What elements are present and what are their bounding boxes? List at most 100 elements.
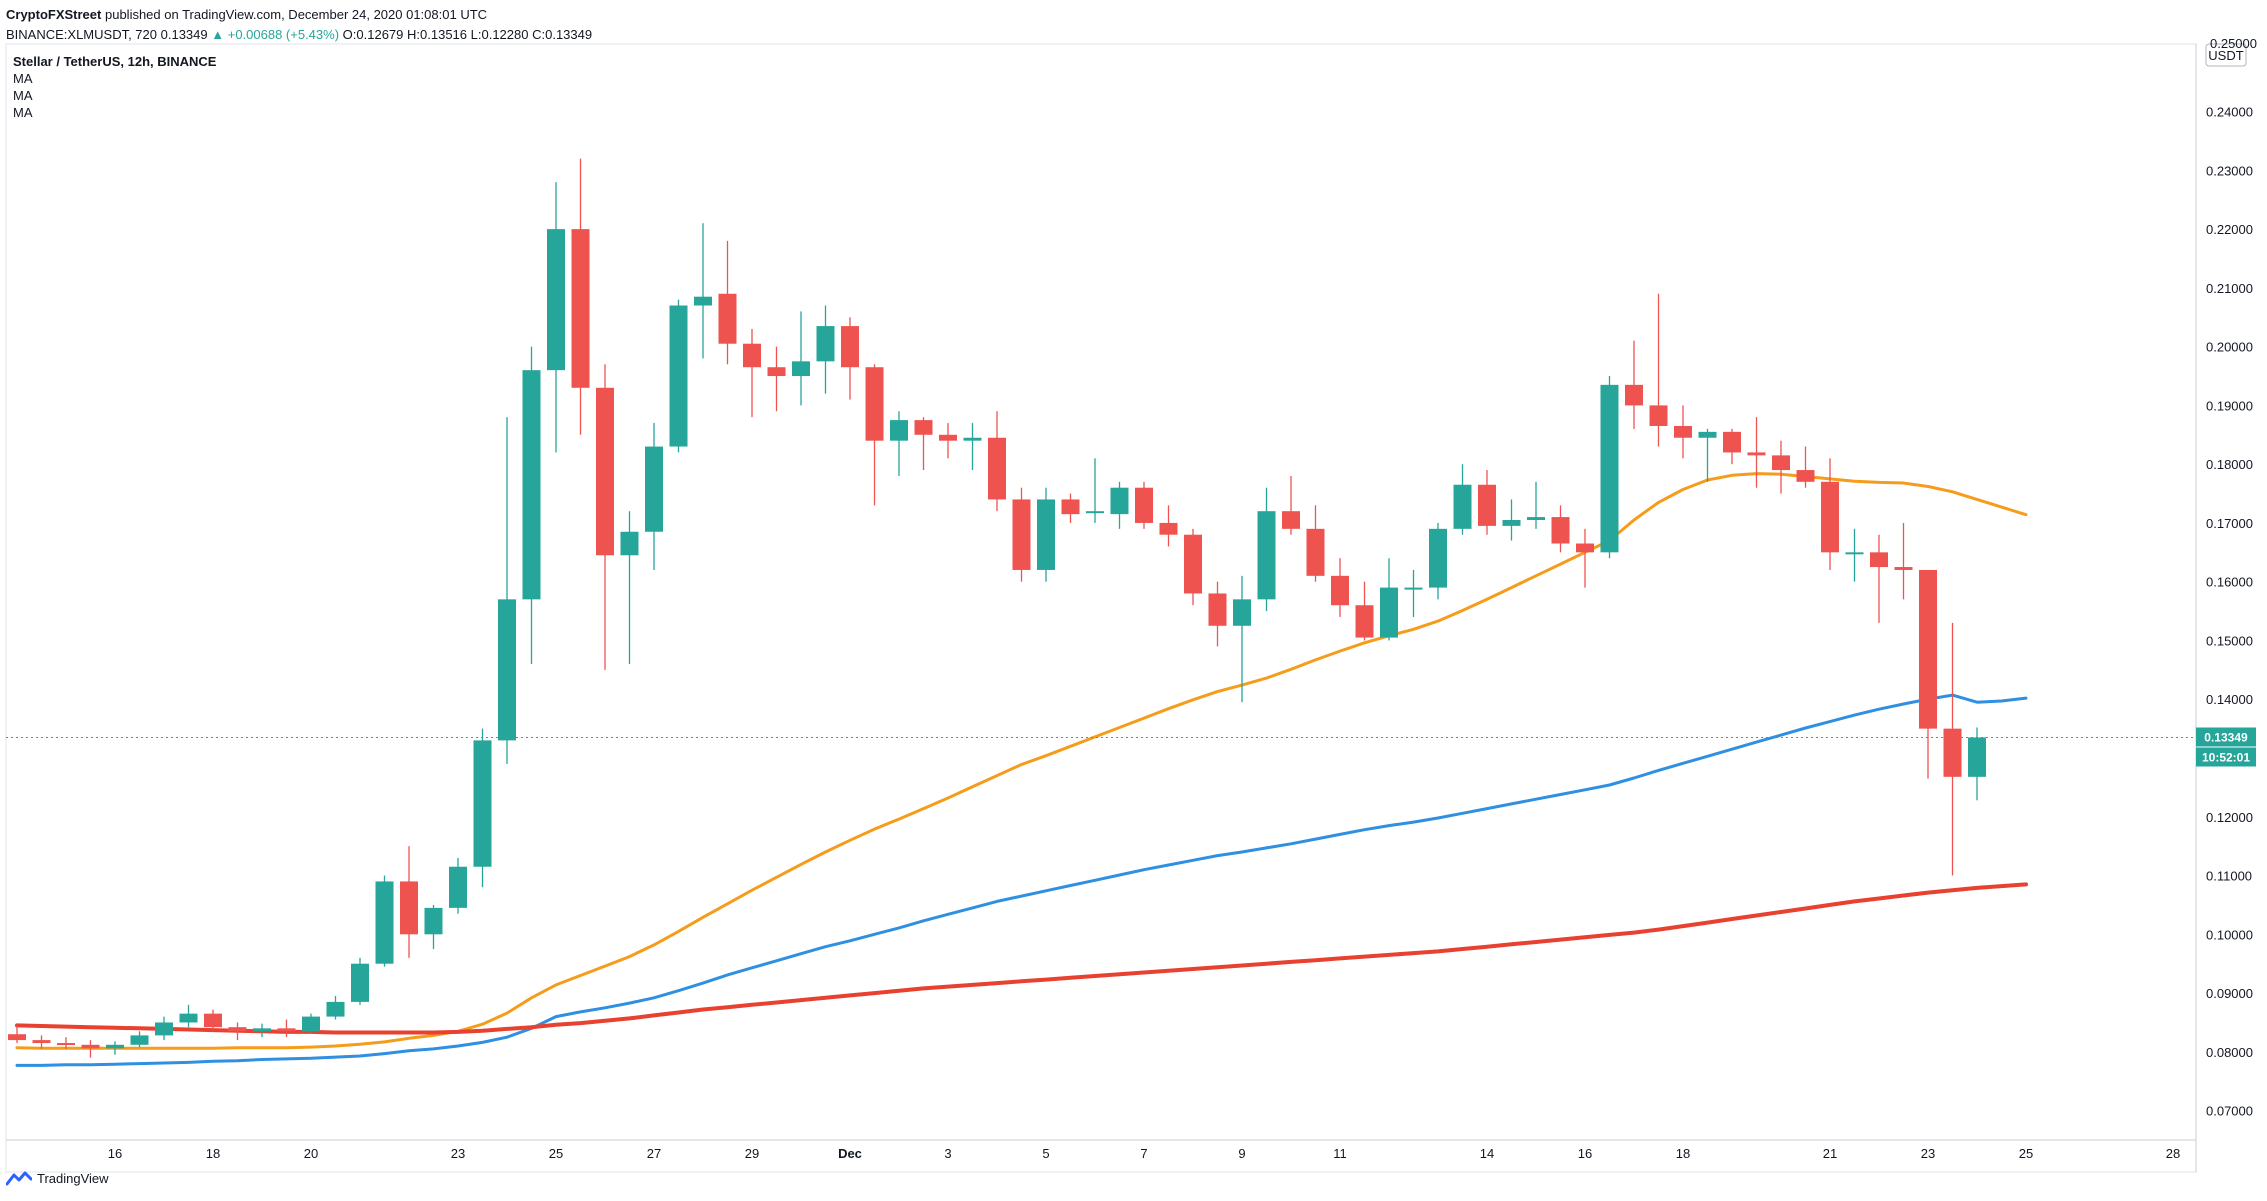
- candle-body: [1257, 511, 1276, 600]
- time-tick-label: 16: [108, 1146, 122, 1161]
- candle-body: [302, 1016, 320, 1032]
- time-tick-label: 25: [2019, 1146, 2033, 1161]
- candle: [130, 1031, 149, 1048]
- candle-body: [1551, 517, 1570, 544]
- time-tick-label: 7: [1140, 1146, 1147, 1161]
- last-price-tag: 0.13349 10:52:01: [2196, 727, 2256, 767]
- candle: [449, 857, 467, 914]
- legend-ma-3[interactable]: MA: [13, 105, 33, 120]
- candle: [743, 329, 761, 418]
- candle: [1233, 575, 1251, 703]
- candle-body: [1037, 499, 1055, 570]
- candle-body: [1355, 605, 1374, 638]
- candle-body: [792, 361, 810, 377]
- candle-body: [179, 1013, 198, 1023]
- candle: [1649, 293, 1668, 447]
- candle-body: [1453, 484, 1472, 529]
- candle: [1527, 481, 1545, 529]
- price-tick-label: 0.20000: [2206, 340, 2253, 355]
- candle: [1821, 458, 1839, 570]
- publisher-name[interactable]: CryptoFXStreet: [6, 7, 102, 22]
- candle-body: [645, 446, 663, 532]
- candle: [1380, 558, 1398, 641]
- candle-body: [1649, 405, 1668, 426]
- published-text: published on TradingView.com, December 2…: [104, 7, 488, 22]
- price-top-label: 0.25000: [2210, 36, 2257, 51]
- candle-body: [1796, 470, 1815, 482]
- candle-body: [424, 907, 443, 935]
- candle: [620, 511, 639, 664]
- time-axis[interactable]: 16 18 20 23 25 27 29 Dec 3 5 7 9 11 14 16 18 21 23 25 28: [108, 1146, 2180, 1161]
- candle-body: [277, 1028, 296, 1032]
- currency-badge[interactable]: USDT: [2205, 43, 2247, 67]
- candle-body: [914, 420, 933, 435]
- price-tick-label: 0.09000: [2206, 986, 2253, 1001]
- candle: [792, 311, 810, 406]
- legend-ma-2[interactable]: MA: [13, 88, 33, 103]
- candle: [694, 223, 712, 359]
- countdown-tag-text: 10:52:01: [2202, 751, 2250, 765]
- time-tick-label: 21: [1823, 1146, 1837, 1161]
- candle-body: [1012, 499, 1031, 570]
- candle-body: [449, 866, 467, 908]
- legend-ma-1[interactable]: MA: [13, 71, 33, 86]
- ma-line-1: [15, 472, 2028, 1050]
- candle: [1845, 528, 1864, 582]
- symbol-line: BINANCE:XLMUSDT, 720: [6, 27, 157, 42]
- high-value: H:0.13516: [407, 27, 468, 42]
- candle-body: [1233, 599, 1251, 626]
- price-tick-label: 0.22000: [2206, 222, 2253, 237]
- candle: [522, 346, 541, 664]
- candle: [963, 423, 982, 471]
- candle: [1698, 428, 1717, 482]
- candle: [1135, 481, 1153, 529]
- price-axis[interactable]: 0.24000 0.23000 0.22000 0.21000 0.20000 0.190…: [2206, 105, 2253, 1119]
- candle-body: [400, 881, 418, 935]
- candle-body: [1943, 728, 1962, 777]
- candle: [302, 1013, 320, 1034]
- candle-body: [865, 367, 884, 441]
- candle: [1723, 428, 1741, 465]
- price-tick-label: 0.11000: [2206, 869, 2252, 884]
- candle: [498, 417, 516, 764]
- candle: [155, 1016, 173, 1041]
- candle: [1968, 727, 1986, 801]
- candle-body: [1478, 484, 1496, 526]
- candle-body: [1894, 567, 1913, 570]
- candle: [1061, 493, 1080, 523]
- candle-body: [253, 1028, 271, 1032]
- candle: [204, 1009, 222, 1032]
- candle: [253, 1023, 271, 1038]
- candle: [424, 904, 443, 950]
- candle-body: [1772, 455, 1790, 471]
- candle-body: [1110, 487, 1129, 515]
- candle-body: [1331, 575, 1349, 606]
- low-value: L:0.12280: [470, 27, 529, 42]
- candle-body: [351, 963, 369, 1002]
- candle-body: [1429, 528, 1447, 588]
- price-tick-label: 0.12000: [2206, 810, 2253, 825]
- price-tick-label: 0.17000: [2206, 516, 2253, 531]
- candle: [645, 423, 663, 570]
- candle-body: [1845, 552, 1864, 555]
- candle: [1772, 440, 1790, 494]
- candle: [914, 417, 933, 471]
- candle-body: [155, 1022, 173, 1036]
- candle-body: [816, 326, 835, 362]
- candle-body: [1404, 587, 1423, 590]
- candle-body: [767, 367, 786, 377]
- candle: [326, 996, 345, 1020]
- candle-body: [547, 229, 565, 371]
- candle-body: [890, 420, 908, 441]
- tradingview-branding[interactable]: TradingView: [6, 1170, 109, 1186]
- candle: [1747, 417, 1766, 488]
- candle: [1870, 534, 1888, 623]
- candle: [32, 1035, 51, 1049]
- candle: [1184, 528, 1202, 606]
- candle: [8, 1025, 26, 1044]
- candles: [8, 158, 1986, 1058]
- candle: [57, 1037, 75, 1049]
- candle: [816, 305, 835, 394]
- candle-body: [1576, 543, 1594, 553]
